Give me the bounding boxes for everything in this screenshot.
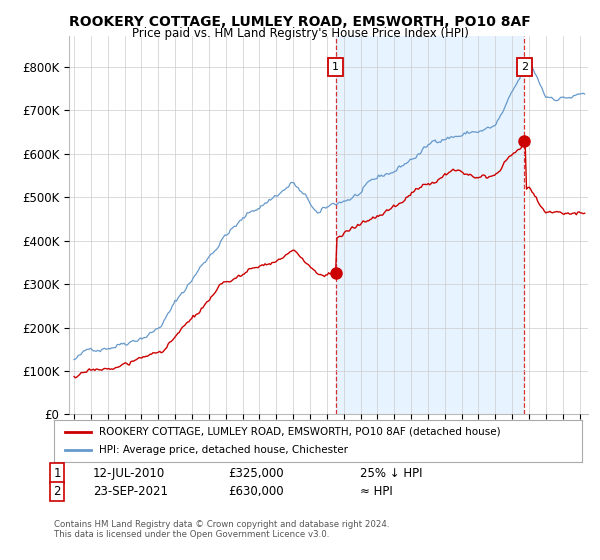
Text: 2: 2 — [521, 62, 528, 72]
Text: Contains HM Land Registry data © Crown copyright and database right 2024.
This d: Contains HM Land Registry data © Crown c… — [54, 520, 389, 539]
Text: 2: 2 — [53, 485, 61, 498]
Text: £325,000: £325,000 — [228, 466, 284, 480]
Bar — [336, 36, 524, 414]
Text: 25% ↓ HPI: 25% ↓ HPI — [360, 466, 422, 480]
Text: £630,000: £630,000 — [228, 485, 284, 498]
Text: 23-SEP-2021: 23-SEP-2021 — [93, 485, 168, 498]
Text: HPI: Average price, detached house, Chichester: HPI: Average price, detached house, Chic… — [99, 445, 348, 455]
Text: ≈ HPI: ≈ HPI — [360, 485, 393, 498]
Text: ROOKERY COTTAGE, LUMLEY ROAD, EMSWORTH, PO10 8AF (detached house): ROOKERY COTTAGE, LUMLEY ROAD, EMSWORTH, … — [99, 427, 500, 437]
Text: 1: 1 — [53, 466, 61, 480]
Text: 12-JUL-2010: 12-JUL-2010 — [93, 466, 165, 480]
Text: Price paid vs. HM Land Registry's House Price Index (HPI): Price paid vs. HM Land Registry's House … — [131, 27, 469, 40]
Text: ROOKERY COTTAGE, LUMLEY ROAD, EMSWORTH, PO10 8AF: ROOKERY COTTAGE, LUMLEY ROAD, EMSWORTH, … — [69, 15, 531, 29]
Text: 1: 1 — [332, 62, 339, 72]
